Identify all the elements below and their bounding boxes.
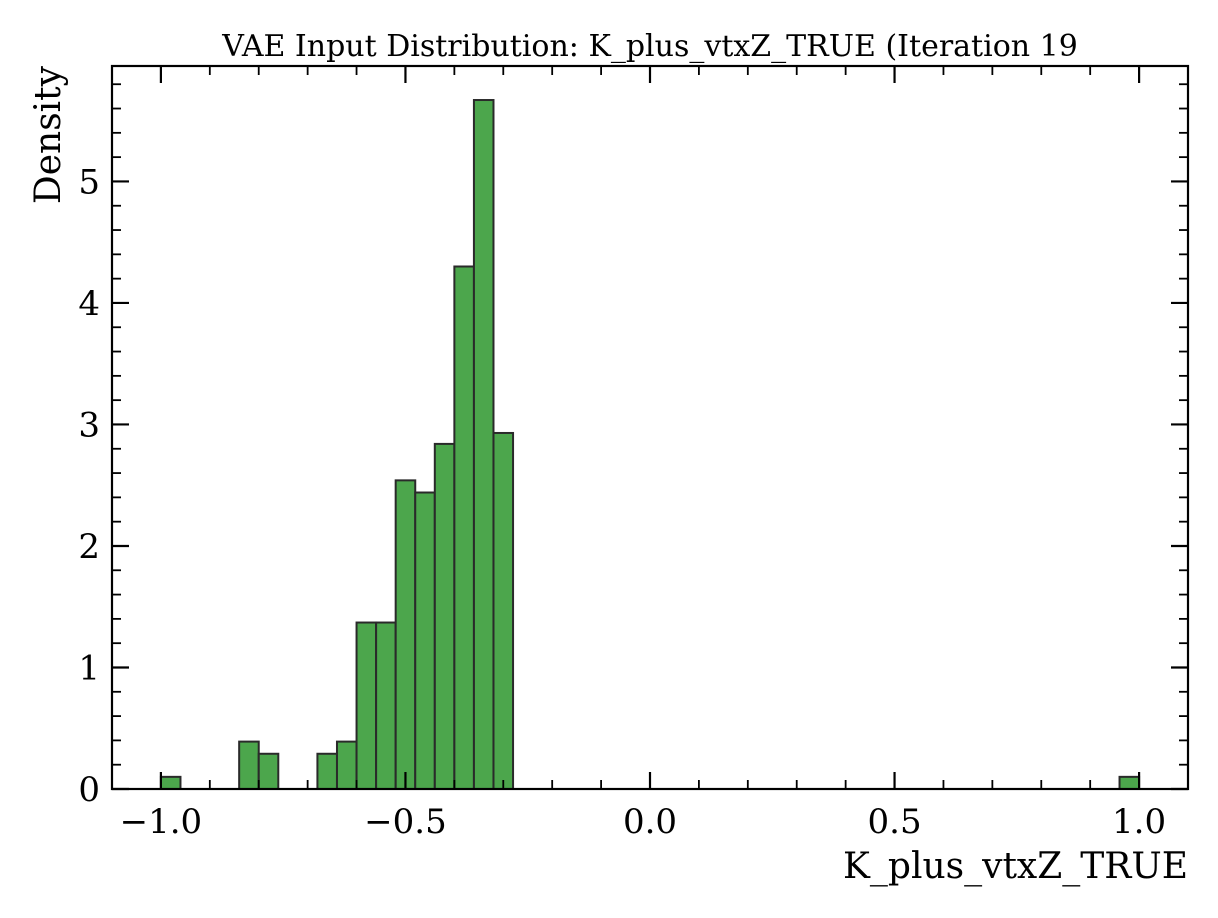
plot-frame	[110, 64, 1190, 791]
x-tick-label: 0.5	[868, 802, 922, 842]
histogram-bar-10	[453, 265, 475, 790]
histogram-bar-3	[316, 752, 338, 791]
histogram-bar-0	[159, 775, 182, 791]
y-tick-label: 2	[78, 527, 100, 567]
x-tick-label: 1.0	[1112, 802, 1166, 842]
histogram-bar-1	[238, 740, 260, 791]
histogram-bar-5	[355, 621, 378, 790]
histogram-bar-2	[257, 752, 280, 791]
y-axis-label: Density	[28, 65, 69, 204]
y-tick-label: 3	[78, 405, 100, 445]
x-tick-label: −1.0	[120, 802, 203, 842]
y-tick-label: 1	[78, 648, 100, 688]
y-tick-label: 0	[78, 770, 100, 810]
bars-group	[159, 99, 1141, 791]
y-tick-label: 5	[78, 162, 100, 202]
histogram-bar-11	[472, 99, 495, 790]
histogram-bar-7	[394, 479, 417, 790]
histogram-bar-13	[1118, 775, 1141, 791]
histogram-bar-6	[375, 621, 397, 790]
chart-title: VAE Input Distribution: K_plus_vtxZ_TRUE…	[221, 29, 1078, 64]
x-tick-label: 0.0	[623, 802, 677, 842]
ticks-group	[112, 66, 1188, 791]
tick-labels-group: −1.0 −0.5 0.0 0.5 1.0 0 1 2 3 4 5	[78, 162, 1166, 842]
x-tick-label: −0.5	[364, 802, 447, 842]
x-axis-label: K_plus_vtxZ_TRUE	[843, 846, 1188, 887]
histogram-bar-9	[433, 442, 456, 790]
histogram-bar-4	[335, 740, 358, 791]
histogram-bar-8	[414, 491, 436, 790]
y-tick-label: 4	[78, 284, 100, 324]
histogram-bar-12	[492, 431, 515, 790]
